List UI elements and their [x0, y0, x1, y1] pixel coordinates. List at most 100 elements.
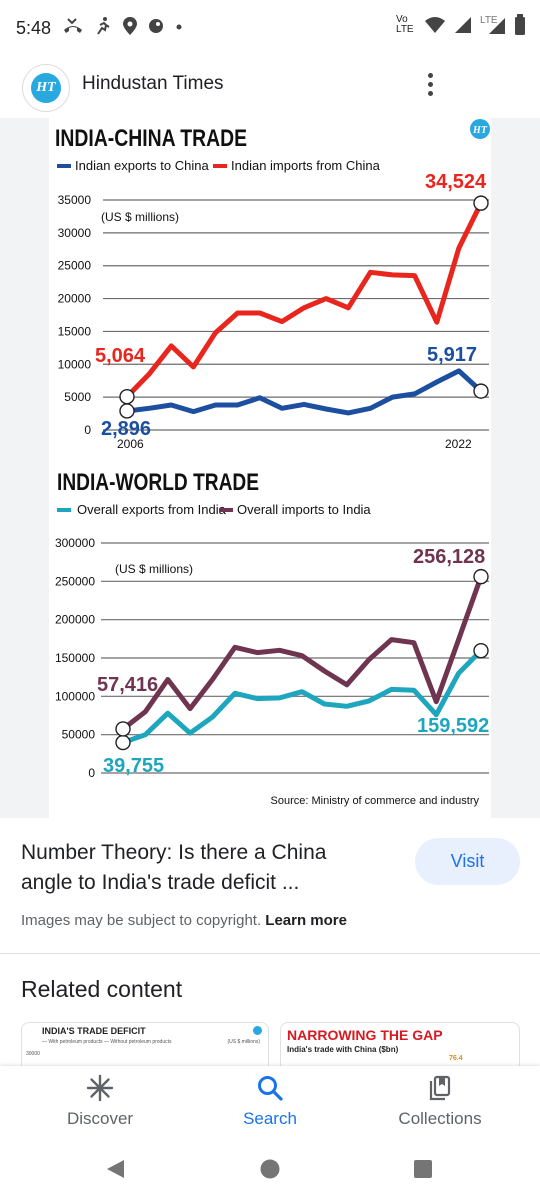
c1-y-tick-label: 0 — [84, 423, 91, 437]
c2-endpoint-marker — [473, 642, 489, 659]
home-icon[interactable] — [259, 1158, 281, 1180]
status-right-icons: Vo LTE LTE — [396, 14, 526, 36]
thumb-2-subtitle: India's trade with China ($bn) — [287, 1045, 399, 1054]
c2-y-tick-label: 300000 — [55, 536, 95, 550]
back-icon[interactable] — [104, 1158, 126, 1180]
nav-collections[interactable]: Collections — [350, 1066, 530, 1142]
c1-y-tick-label: 35000 — [58, 193, 92, 207]
c2-y-tick-label: 150000 — [55, 651, 95, 665]
status-left-icons — [62, 16, 184, 36]
app-icon — [149, 19, 163, 33]
location-icon — [123, 17, 137, 35]
c2-endpoint-marker — [115, 721, 131, 737]
c1-y-tick-label: 15000 — [58, 324, 92, 338]
copyright-notice: Images may be subject to copyright. Lear… — [21, 912, 347, 929]
result-title[interactable]: Number Theory: Is there a China angle to… — [21, 841, 327, 894]
c2-endpoint-marker — [473, 568, 489, 585]
missed-call-icon — [64, 18, 82, 33]
image-viewer[interactable]: INDIA-CHINA TRADE HT Indian exports to C… — [0, 118, 540, 818]
chart-image: INDIA-CHINA TRADE HT Indian exports to C… — [49, 118, 491, 818]
status-bar: 5:48 Vo LTE LTE — [0, 0, 540, 58]
chart-source: Source: Ministry of commerce and industr… — [271, 795, 480, 807]
thumb-2-title: NARROWING THE GAP — [287, 1027, 443, 1043]
chart-2-title: INDIA-WORLD TRADE — [57, 469, 259, 496]
callout-imports-world-end: 256,128 — [413, 546, 485, 568]
bottom-navigation: Discover Search Collections — [0, 1066, 540, 1142]
c2-endpoint-marker — [115, 734, 131, 751]
c1-y-tick-label: 30000 — [58, 226, 92, 240]
lte-label: LTE — [480, 15, 498, 26]
lte-signal-icon: LTE — [480, 15, 506, 35]
c2-series-line-1 — [120, 574, 484, 732]
visit-button[interactable]: Visit — [415, 838, 520, 885]
related-thumbnail-1[interactable]: INDIA'S TRADE DEFICIT — With petroleum p… — [21, 1022, 269, 1068]
c2-y-tick-label: 0 — [88, 766, 95, 780]
c1-series-line-0 — [124, 368, 484, 416]
thumb-1-unit: (US $ millions) — [227, 1039, 260, 1045]
publisher-logo[interactable]: HT — [22, 64, 70, 112]
search-icon — [258, 1076, 283, 1101]
asterisk-icon — [86, 1074, 114, 1102]
thumb-2-value: 76.4 — [449, 1055, 463, 1062]
legend-imports-china: Indian imports from China — [231, 158, 381, 173]
activity-icon — [97, 17, 110, 35]
chart-1-unit: (US $ millions) — [101, 210, 179, 224]
c2-y-tick-label: 100000 — [55, 689, 95, 703]
nav-discover-label: Discover — [66, 1109, 134, 1128]
wifi-icon — [425, 17, 445, 33]
collections-icon — [429, 1075, 451, 1101]
thumb-1-tick: 30000 — [26, 1051, 40, 1057]
c1-y-tick-label: 10000 — [58, 357, 92, 371]
recents-icon[interactable] — [413, 1159, 433, 1179]
c1-y-tick-label: 25000 — [58, 259, 92, 273]
c2-y-tick-label: 250000 — [55, 574, 95, 588]
c2-y-tick-label: 200000 — [55, 613, 95, 627]
copyright-text: Images may be subject to copyright. — [21, 912, 262, 929]
c2-y-tick-label: 50000 — [62, 728, 96, 742]
callout-imports-world-start: 57,416 — [97, 674, 158, 696]
chart-ht-logo-icon: HT — [470, 119, 490, 139]
legend-exports-china: Indian exports to China — [75, 158, 209, 173]
related-content-heading: Related content — [21, 976, 183, 1002]
thumb-1-ht-logo-icon — [253, 1026, 262, 1035]
dot-icon — [176, 24, 182, 30]
nav-collections-label: Collections — [398, 1109, 482, 1128]
chart-1-x-label-end: 2022 — [445, 437, 472, 451]
chart-canvas: INDIA-CHINA TRADE HT Indian exports to C… — [55, 119, 490, 807]
nav-discover[interactable]: Discover — [10, 1066, 190, 1142]
nav-search[interactable]: Search — [180, 1066, 360, 1142]
callout-exports-china-end: 5,917 — [427, 344, 477, 366]
app-bar: HT Hindustan Times — [0, 58, 540, 118]
callout-exports-world-end: 159,592 — [417, 715, 489, 737]
thumb-1-legend: — With petroleum products — Without petr… — [42, 1039, 172, 1045]
c2-series-line-0 — [120, 648, 484, 745]
signal-icon — [455, 17, 471, 33]
c1-endpoint-marker — [473, 383, 489, 399]
c1-endpoint-marker — [119, 389, 135, 405]
nav-search-label: Search — [243, 1109, 297, 1128]
chart-1-x-label-start: 2006 — [117, 437, 144, 451]
callout-imports-china-start: 5,064 — [95, 345, 146, 367]
ht-logo-icon: HT — [31, 73, 61, 103]
chart-ht-logo-text: HT — [472, 125, 488, 136]
battery-icon — [515, 14, 525, 35]
c1-endpoint-marker — [473, 195, 489, 211]
c1-y-tick-label: 5000 — [64, 390, 91, 404]
status-time: 5:48 — [16, 18, 52, 38]
divider — [0, 953, 540, 954]
learn-more-link[interactable]: Learn more — [265, 912, 347, 929]
legend-exports-world: Overall exports from India — [77, 502, 227, 517]
callout-exports-china-start: 2,896 — [101, 418, 151, 440]
c1-series-line-1 — [124, 200, 484, 400]
volte-icon: Vo LTE — [396, 14, 414, 35]
legend-imports-world: Overall imports to India — [237, 502, 371, 517]
related-thumbnail-2[interactable]: NARROWING THE GAP India's trade with Chi… — [280, 1022, 520, 1068]
more-options-icon[interactable] — [418, 68, 442, 100]
publisher-title[interactable]: Hindustan Times — [82, 73, 224, 94]
chart-1-title: INDIA-CHINA TRADE — [55, 125, 247, 152]
c1-endpoint-marker — [119, 403, 135, 419]
callout-imports-china-end: 34,524 — [425, 171, 487, 193]
thumb-1-title: INDIA'S TRADE DEFICIT — [42, 1026, 146, 1036]
c1-y-tick-label: 20000 — [58, 292, 92, 306]
chart-2-unit: (US $ millions) — [115, 562, 193, 576]
